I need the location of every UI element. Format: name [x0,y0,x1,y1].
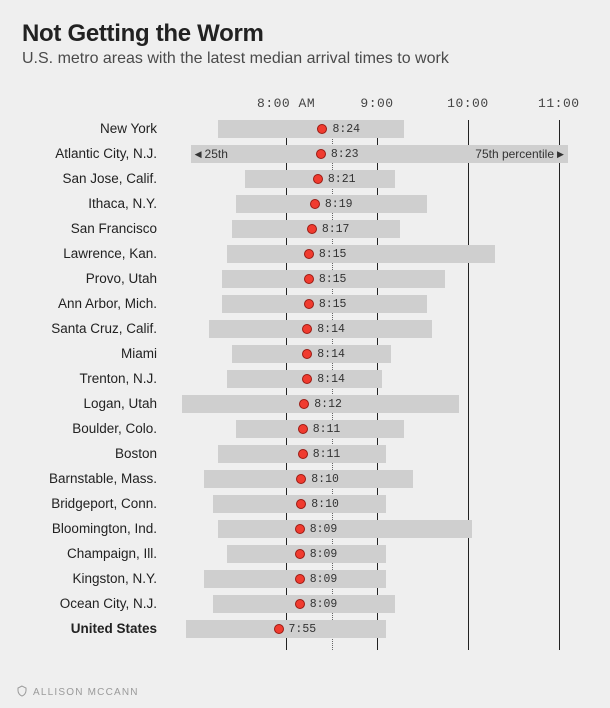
row-label: Logan, Utah [0,395,157,413]
row-label: Ithaca, N.Y. [0,195,157,213]
credit-text: ALLISON MCCANN [33,687,139,698]
range-bar [227,545,386,563]
median-value-label: 8:10 [311,473,339,486]
gridline-major [468,120,469,650]
median-dot [313,174,323,184]
median-dot [304,249,314,259]
chart-title: Not Getting the Worm [22,20,588,48]
x-axis-label: 8:00 AM [257,96,315,111]
median-value-label: 8:09 [310,598,338,611]
median-value-label: 8:14 [317,373,345,386]
median-value-label: 8:12 [314,398,342,411]
range-bar [227,245,495,263]
row-label: San Jose, Calif. [0,170,157,188]
median-dot [274,624,284,634]
median-value-label: 8:15 [319,248,347,261]
row-label: Trenton, N.J. [0,370,157,388]
row-label: United States [0,620,157,638]
median-dot [302,349,312,359]
row-label: Atlantic City, N.J. [0,145,157,163]
row-label: New York [0,120,157,138]
plot-area: New York8:24Atlantic City, N.J.8:2325th7… [177,120,577,650]
range-bar [218,120,404,138]
row-label: Miami [0,345,157,363]
median-value-label: 8:14 [317,323,345,336]
median-dot [302,324,312,334]
median-value-label: 8:10 [311,498,339,511]
median-value-label: 8:09 [310,548,338,561]
x-axis-label: 11:00 [538,96,580,111]
row-label: Kingston, N.Y. [0,570,157,588]
chart: 8:00 AM9:0010:0011:00 New York8:24Atlant… [22,96,588,666]
median-dot [302,374,312,384]
row-label: Champaign, Ill. [0,545,157,563]
gridline-major [559,120,560,650]
median-dot [296,499,306,509]
median-dot [295,549,305,559]
row-label: Barnstable, Mass. [0,470,157,488]
median-value-label: 8:15 [319,298,347,311]
row-label: Boulder, Colo. [0,420,157,438]
median-dot [299,399,309,409]
median-dot [310,199,320,209]
median-dot [295,524,305,534]
median-value-label: 7:55 [289,623,317,636]
median-value-label: 8:15 [319,273,347,286]
median-value-label: 8:21 [328,173,356,186]
median-value-label: 8:09 [310,523,338,536]
median-dot [298,424,308,434]
row-label: Ocean City, N.J. [0,595,157,613]
range-bar [218,520,473,538]
median-dot [304,274,314,284]
median-dot [298,449,308,459]
row-label: Provo, Utah [0,270,157,288]
range-bar [204,470,413,488]
row-label: Bridgeport, Conn. [0,495,157,513]
range-bar [186,620,386,638]
shield-icon [16,685,28,700]
median-dot [317,124,327,134]
callout-25th: 25th [195,147,228,161]
chart-subtitle: U.S. metro areas with the latest median … [22,50,588,68]
median-value-label: 8:09 [310,573,338,586]
row-label: San Francisco [0,220,157,238]
median-dot [296,474,306,484]
row-label: Ann Arbor, Mich. [0,295,157,313]
x-axis-label: 9:00 [360,96,393,111]
median-dot [295,599,305,609]
median-value-label: 8:24 [332,123,360,136]
median-value-label: 8:11 [313,423,341,436]
row-label: Bloomington, Ind. [0,520,157,538]
callout-75th: 75th percentile [475,147,564,161]
median-dot [307,224,317,234]
median-value-label: 8:23 [331,148,359,161]
median-value-label: 8:19 [325,198,353,211]
row-label: Boston [0,445,157,463]
median-value-label: 8:11 [313,448,341,461]
credit: ALLISON MCCANN [16,685,139,700]
median-value-label: 8:14 [317,348,345,361]
median-value-label: 8:17 [322,223,350,236]
median-dot [295,574,305,584]
median-dot [316,149,326,159]
x-axis-label: 10:00 [447,96,489,111]
row-label: Lawrence, Kan. [0,245,157,263]
median-dot [304,299,314,309]
row-label: Santa Cruz, Calif. [0,320,157,338]
